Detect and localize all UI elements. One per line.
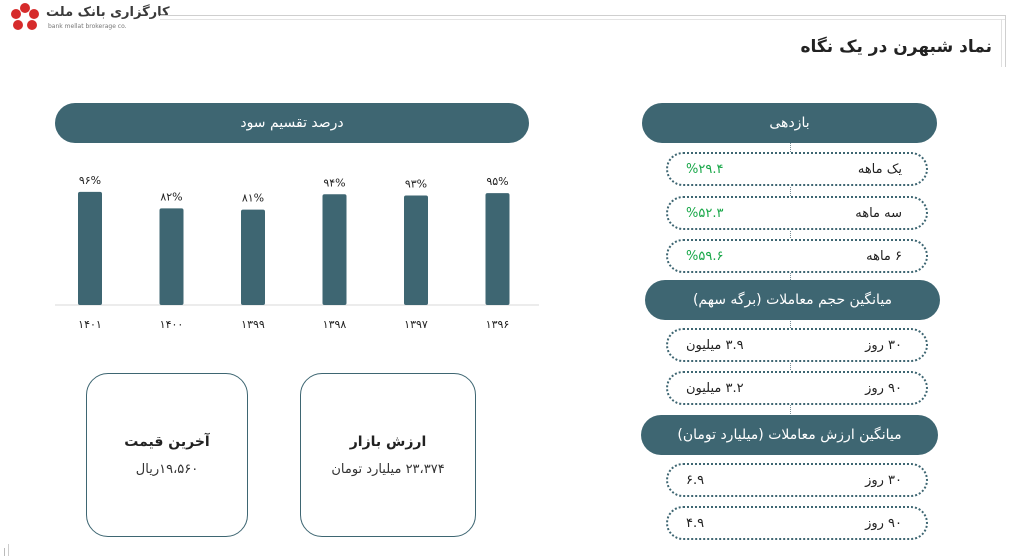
returns-row-value: %۲۹.۴	[686, 161, 724, 177]
avg-value-row-90d: ۹۰ روز ۴.۹	[666, 506, 928, 540]
avg-volume-row-90d: ۹۰ روز ۳.۲ میلیون	[666, 371, 928, 405]
chart-x-tick-label: ۱۳۹۸	[323, 318, 347, 331]
bank-mellat-logo-icon	[11, 3, 39, 30]
page-title: نماد شبهرن در یک نگاه	[800, 37, 992, 57]
returns-row-value: %۵۲.۳	[686, 205, 724, 221]
avg-value-header: میانگین ارزش معاملات (میلیارد تومان)	[641, 415, 938, 455]
avg-volume-row-value: ۳.۹ میلیون	[686, 337, 744, 353]
avg-volume-row-label: ۳۰ روز	[865, 337, 902, 353]
chart-bar	[78, 191, 102, 305]
decorative-line	[4, 548, 5, 556]
avg-volume-row-value: ۳.۲ میلیون	[686, 380, 744, 396]
avg-value-row-30d: ۳۰ روز ۶.۹	[666, 463, 928, 497]
last-price-card: آخرین قیمت ۱۹،۵۶۰ریال	[86, 373, 248, 537]
avg-volume-row-30d: ۳۰ روز ۳.۹ میلیون	[666, 328, 928, 362]
returns-row-label: سه ماهه	[855, 205, 902, 221]
chart-data-label: ۹۳%	[405, 177, 427, 190]
returns-row-value: %۵۹.۶	[686, 248, 724, 264]
avg-value-row-label: ۳۰ روز	[865, 472, 902, 488]
chart-title: درصد تقسیم سود	[55, 103, 529, 143]
header-right-border	[1005, 15, 1006, 67]
returns-row-1m: یک ماهه %۲۹.۴	[666, 152, 928, 186]
chart-x-tick-label: ۱۳۹۶	[486, 318, 510, 331]
brand-logo: کارگزاری بانک ملت bank mellat brokerage …	[8, 2, 170, 36]
market-value-card: ارزش بازار ۲۳،۳۷۴ میلیارد تومان	[300, 373, 476, 537]
market-value-title: ارزش بازار	[349, 433, 427, 450]
chart-data-label: ۹۴%	[323, 176, 345, 189]
chart-bar	[159, 208, 184, 305]
avg-value-row-value: ۴.۹	[686, 515, 705, 531]
header-right-border-secondary	[1001, 19, 1002, 67]
logo-text: کارگزاری بانک ملت	[46, 5, 170, 20]
chart-x-tick-label: ۱۳۹۹	[241, 318, 265, 331]
avg-volume-row-label: ۹۰ روز	[865, 380, 902, 396]
chart-x-tick-label: ۱۳۹۷	[404, 318, 428, 331]
avg-value-row-value: ۶.۹	[686, 472, 705, 488]
chart-data-label: ۹۶%	[79, 174, 101, 187]
returns-row-3m: سه ماهه %۵۲.۳	[666, 196, 928, 230]
decorative-line	[8, 544, 9, 556]
header-divider-secondary	[160, 19, 1006, 20]
header-divider	[160, 15, 1006, 16]
logo-subtitle: bank mellat brokerage co.	[48, 23, 127, 30]
chart-data-label: ۸۲%	[160, 190, 182, 203]
market-value-amount: ۲۳،۳۷۴ میلیارد تومان	[331, 461, 445, 477]
returns-row-label: یک ماهه	[857, 161, 902, 177]
returns-row-label: ۶ ماهه	[866, 248, 902, 264]
chart-bar	[322, 194, 347, 305]
last-price-title: آخرین قیمت	[124, 433, 210, 450]
returns-header: بازدهی	[642, 103, 937, 143]
chart-x-tick-label: ۱۴۰۱	[78, 318, 102, 331]
avg-value-row-label: ۹۰ روز	[865, 515, 902, 531]
chart-bar	[485, 193, 510, 305]
chart-data-label: ۸۱%	[242, 192, 264, 205]
chart-bar	[404, 195, 428, 305]
chart-data-label: ۹۵%	[486, 175, 508, 188]
dividend-payout-bar-chart: ۹۵% ۱۳۹۶ ۹۳% ۱۳۹۷ ۹۴% ۱۳۹۸ ۸۱% ۱۳۹۹ ۸۲% ۱۴۰۰ ۹۶% ۱۴…	[55, 174, 539, 331]
chart-x-tick-label: ۱۴۰۰	[160, 318, 184, 331]
returns-row-6m: ۶ ماهه %۵۹.۶	[666, 239, 928, 273]
chart-bar	[241, 209, 265, 305]
last-price-amount: ۱۹،۵۶۰ریال	[135, 461, 199, 477]
avg-volume-header: میانگین حجم معاملات (برگه سهم)	[645, 280, 940, 320]
